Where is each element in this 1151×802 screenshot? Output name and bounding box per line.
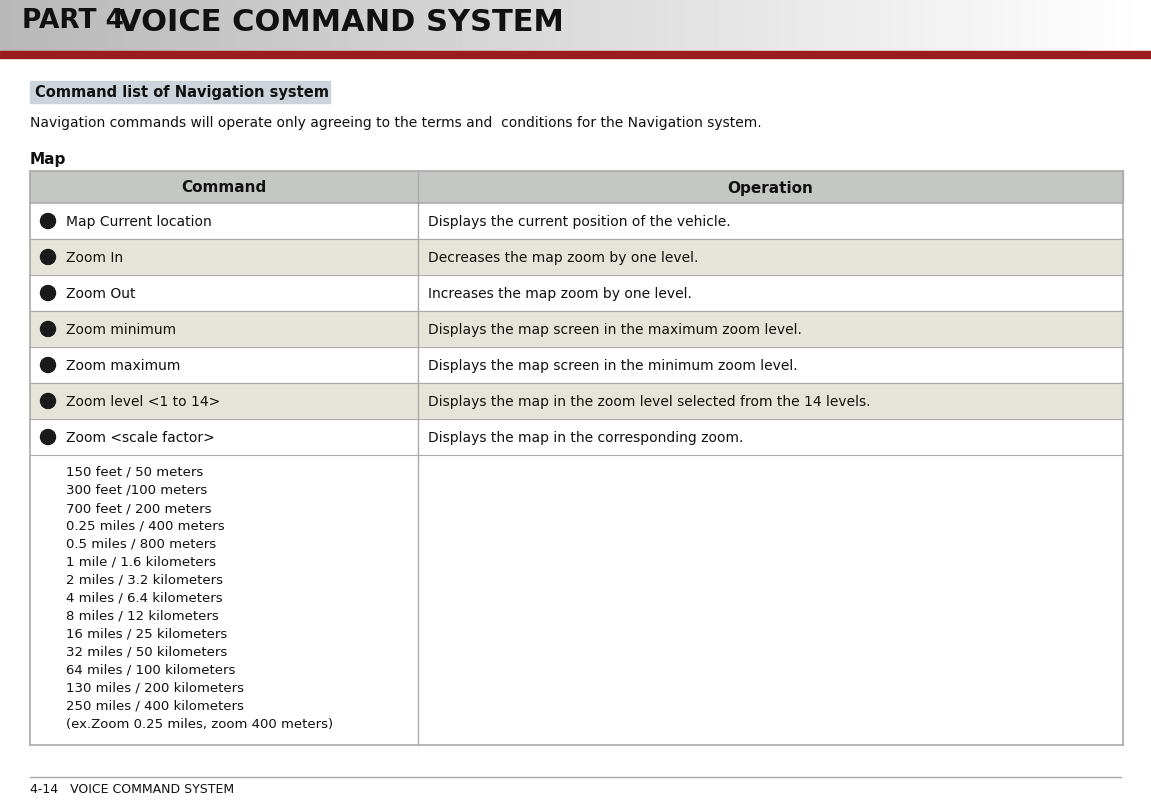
Bar	[0, 52, 1151, 59]
Text: Zoom minimum: Zoom minimum	[66, 322, 176, 337]
Text: Map: Map	[30, 152, 67, 167]
Circle shape	[40, 214, 55, 229]
Bar	[30, 419, 1123, 456]
Text: (ex.Zoom 0.25 miles, zoom 400 meters): (ex.Zoom 0.25 miles, zoom 400 meters)	[66, 717, 333, 730]
Circle shape	[40, 358, 55, 373]
Text: Displays the map screen in the minimum zoom level.: Displays the map screen in the minimum z…	[428, 358, 798, 373]
Bar	[30, 240, 1123, 276]
Text: 1 mile / 1.6 kilometers: 1 mile / 1.6 kilometers	[66, 555, 216, 569]
Bar	[30, 456, 1123, 745]
Text: 250 miles / 400 kilometers: 250 miles / 400 kilometers	[66, 699, 244, 712]
Text: 64 miles / 100 kilometers: 64 miles / 100 kilometers	[66, 663, 235, 676]
Bar	[30, 276, 1123, 312]
Text: 0.5 miles / 800 meters: 0.5 miles / 800 meters	[66, 537, 216, 550]
Circle shape	[40, 394, 55, 409]
Bar	[30, 383, 1123, 419]
Text: Decreases the map zoom by one level.: Decreases the map zoom by one level.	[428, 251, 699, 265]
Text: 130 miles / 200 kilometers: 130 miles / 200 kilometers	[66, 681, 244, 695]
Text: Displays the map in the corresponding zoom.: Displays the map in the corresponding zo…	[428, 431, 744, 444]
Text: Displays the current position of the vehicle.: Displays the current position of the veh…	[428, 215, 731, 229]
Text: Command list of Navigation system: Command list of Navigation system	[35, 85, 329, 100]
Text: Map Current location: Map Current location	[66, 215, 212, 229]
Text: VOICE COMMAND SYSTEM: VOICE COMMAND SYSTEM	[119, 8, 564, 37]
Text: Zoom Out: Zoom Out	[66, 286, 136, 301]
Bar	[30, 172, 1123, 204]
Text: Zoom level <1 to 14>: Zoom level <1 to 14>	[66, 395, 220, 408]
Text: 16 miles / 25 kilometers: 16 miles / 25 kilometers	[66, 627, 227, 640]
Text: 4-14   VOICE COMMAND SYSTEM: 4-14 VOICE COMMAND SYSTEM	[30, 782, 234, 795]
Bar	[30, 204, 1123, 240]
Text: Zoom <scale factor>: Zoom <scale factor>	[66, 431, 215, 444]
Text: Operation: Operation	[727, 180, 814, 195]
Circle shape	[40, 286, 55, 301]
Text: Command: Command	[182, 180, 267, 195]
Text: 300 feet /100 meters: 300 feet /100 meters	[66, 484, 207, 496]
Text: 0.25 miles / 400 meters: 0.25 miles / 400 meters	[66, 520, 224, 533]
Text: Displays the map in the zoom level selected from the 14 levels.: Displays the map in the zoom level selec…	[428, 395, 870, 408]
Bar	[30, 347, 1123, 383]
Text: PART 4: PART 4	[22, 8, 124, 34]
Text: Increases the map zoom by one level.: Increases the map zoom by one level.	[428, 286, 692, 301]
Text: Zoom In: Zoom In	[66, 251, 123, 265]
Bar	[30, 312, 1123, 347]
Text: 8 miles / 12 kilometers: 8 miles / 12 kilometers	[66, 610, 219, 622]
Text: Navigation commands will operate only agreeing to the terms and  conditions for : Navigation commands will operate only ag…	[30, 115, 762, 130]
Text: 4 miles / 6.4 kilometers: 4 miles / 6.4 kilometers	[66, 591, 222, 604]
Text: 32 miles / 50 kilometers: 32 miles / 50 kilometers	[66, 645, 227, 658]
Text: Zoom maximum: Zoom maximum	[66, 358, 181, 373]
Text: 2 miles / 3.2 kilometers: 2 miles / 3.2 kilometers	[66, 573, 223, 586]
Text: 150 feet / 50 meters: 150 feet / 50 meters	[66, 465, 204, 479]
Circle shape	[40, 430, 55, 445]
Circle shape	[40, 322, 55, 337]
Bar	[30, 82, 330, 104]
Circle shape	[40, 250, 55, 265]
Text: 700 feet / 200 meters: 700 feet / 200 meters	[66, 501, 212, 514]
Text: Displays the map screen in the maximum zoom level.: Displays the map screen in the maximum z…	[428, 322, 802, 337]
